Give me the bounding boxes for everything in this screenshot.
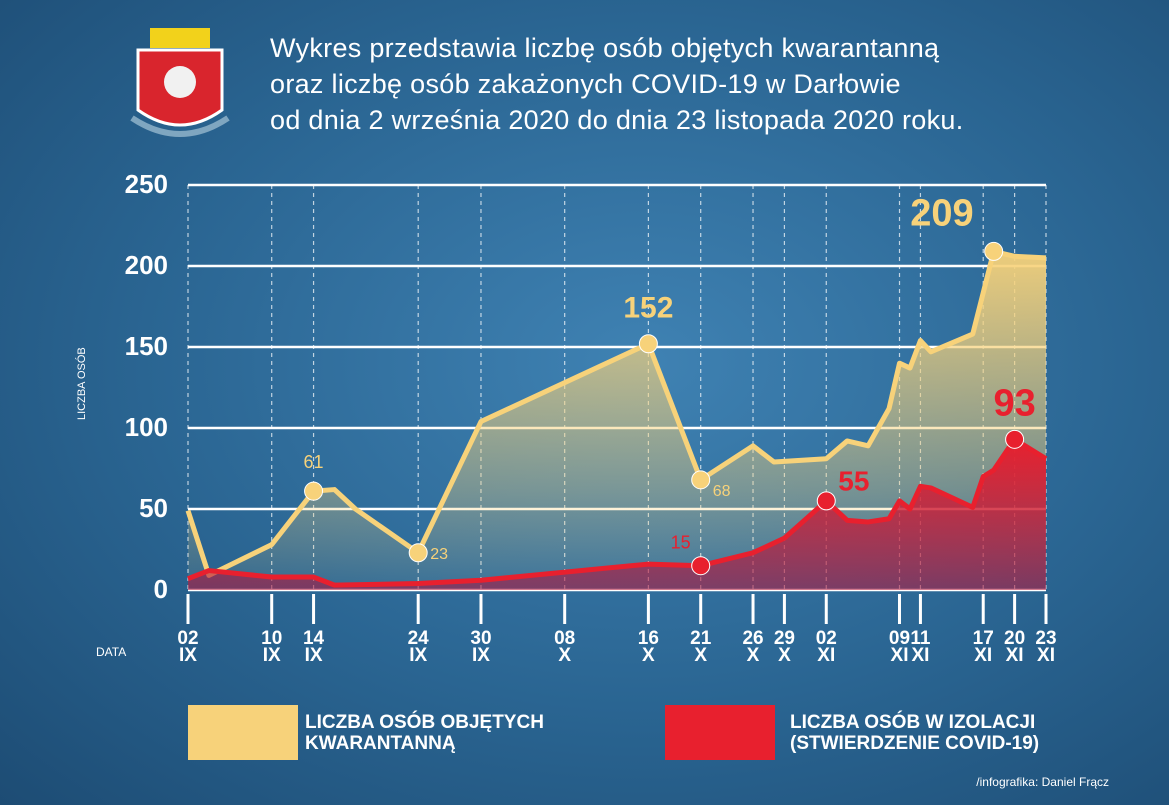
legend-label: LICZBA OSÓB OBJĘTYCH KWARANTANNĄ — [305, 712, 544, 754]
data-label: 15 — [671, 532, 691, 552]
x-tick-label: 14 IX — [294, 630, 334, 664]
y-tick-label: 250 — [88, 169, 168, 200]
x-tick-label: 10 IX — [252, 630, 292, 664]
x-tick-label: 08 X — [545, 630, 585, 664]
data-label: 61 — [304, 452, 324, 472]
point — [639, 335, 657, 353]
y-tick-label: 200 — [88, 250, 168, 281]
y-tick-label: 50 — [88, 493, 168, 524]
x-axis-label: DATA — [96, 645, 126, 659]
y-tick-label: 150 — [88, 331, 168, 362]
title-line: od dnia 2 września 2020 do dnia 23 listo… — [270, 102, 964, 138]
x-tick-label: 02 XI — [806, 630, 846, 664]
point — [305, 482, 323, 500]
legend-label: LICZBA OSÓB W IZOLACJI (STWIERDZENIE COV… — [790, 712, 1039, 754]
x-tick-label: 11 XI — [900, 630, 940, 664]
data-label: 23 — [430, 546, 448, 563]
x-tick-label: 23 XI — [1026, 630, 1066, 664]
y-tick-label: 100 — [88, 412, 168, 443]
data-label: 152 — [623, 292, 673, 325]
x-tick-label: 21 X — [681, 630, 721, 664]
point — [1006, 430, 1024, 448]
y-axis-label: LICZBA OSÓB — [76, 347, 88, 420]
point — [692, 557, 710, 575]
data-label: 93 — [993, 382, 1035, 424]
credit: /infografika: Daniel Frącz — [976, 775, 1109, 789]
chart-title: Wykres przedstawia liczbę osób objętych … — [270, 30, 964, 138]
y-tick-label: 0 — [88, 574, 168, 605]
point — [692, 471, 710, 489]
title-line: oraz liczbę osób zakażonych COVID-19 w D… — [270, 66, 964, 102]
x-tick-label: 24 IX — [398, 630, 438, 664]
x-tick-label: 02 IX — [168, 630, 208, 664]
data-label: 209 — [910, 192, 973, 234]
crest — [132, 28, 228, 134]
legend-swatch — [188, 705, 298, 760]
legend-swatch — [665, 705, 775, 760]
x-tick-label: 30 IX — [461, 630, 501, 664]
x-tick-label: 29 X — [764, 630, 804, 664]
infographic: 61 23 152 68 209 15 55 93 Wykres przedstawia li… — [0, 0, 1169, 805]
point — [817, 492, 835, 510]
point — [409, 544, 427, 562]
title-line: Wykres przedstawia liczbę osób objętych … — [270, 30, 964, 66]
point — [985, 242, 1003, 260]
data-label: 68 — [713, 483, 731, 500]
x-tick-label: 16 X — [628, 630, 668, 664]
data-label: 55 — [838, 465, 869, 496]
